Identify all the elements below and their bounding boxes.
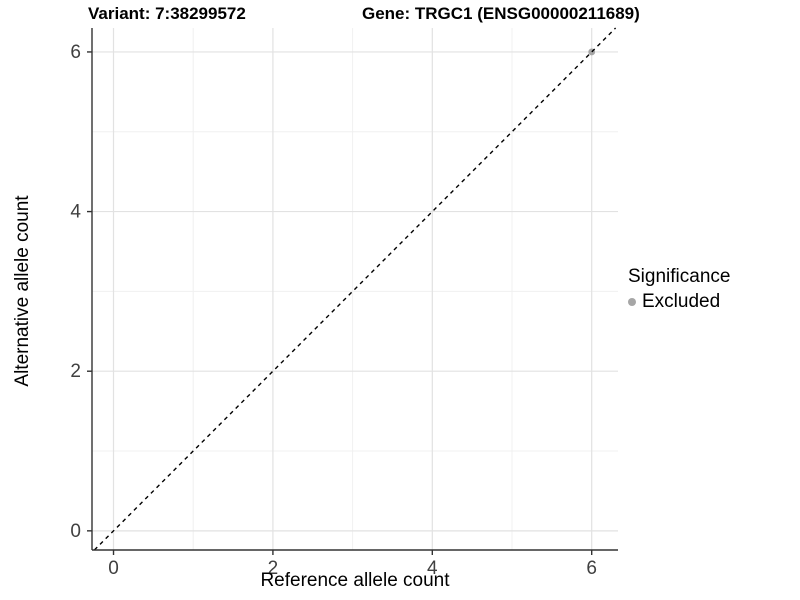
x-tick-label: 4 [427, 558, 438, 579]
identity-dashed-line [93, 27, 617, 551]
x-tick-label: 0 [108, 558, 119, 579]
legend-item-label: Excluded [642, 291, 721, 312]
y-tick-label: 6 [70, 42, 81, 63]
excluded-point-icon [628, 298, 636, 306]
y-tick-label: 2 [70, 361, 81, 382]
y-tick-label: 4 [70, 202, 81, 223]
variant-title: Variant: 7:38299572 [88, 4, 246, 23]
y-axis-title: Alternative allele count [12, 195, 33, 387]
x-tick-label: 2 [268, 558, 279, 579]
legend-item-excluded: Excluded [628, 291, 730, 313]
legend: Significance Excluded [628, 266, 730, 313]
x-tick-label: 6 [586, 558, 597, 579]
x-axis-title: Reference allele count [260, 570, 450, 591]
legend-title: Significance [628, 266, 731, 287]
gene-title: Gene: TRGC1 (ENSG00000211689) [362, 4, 640, 23]
y-tick-label: 0 [70, 521, 81, 542]
